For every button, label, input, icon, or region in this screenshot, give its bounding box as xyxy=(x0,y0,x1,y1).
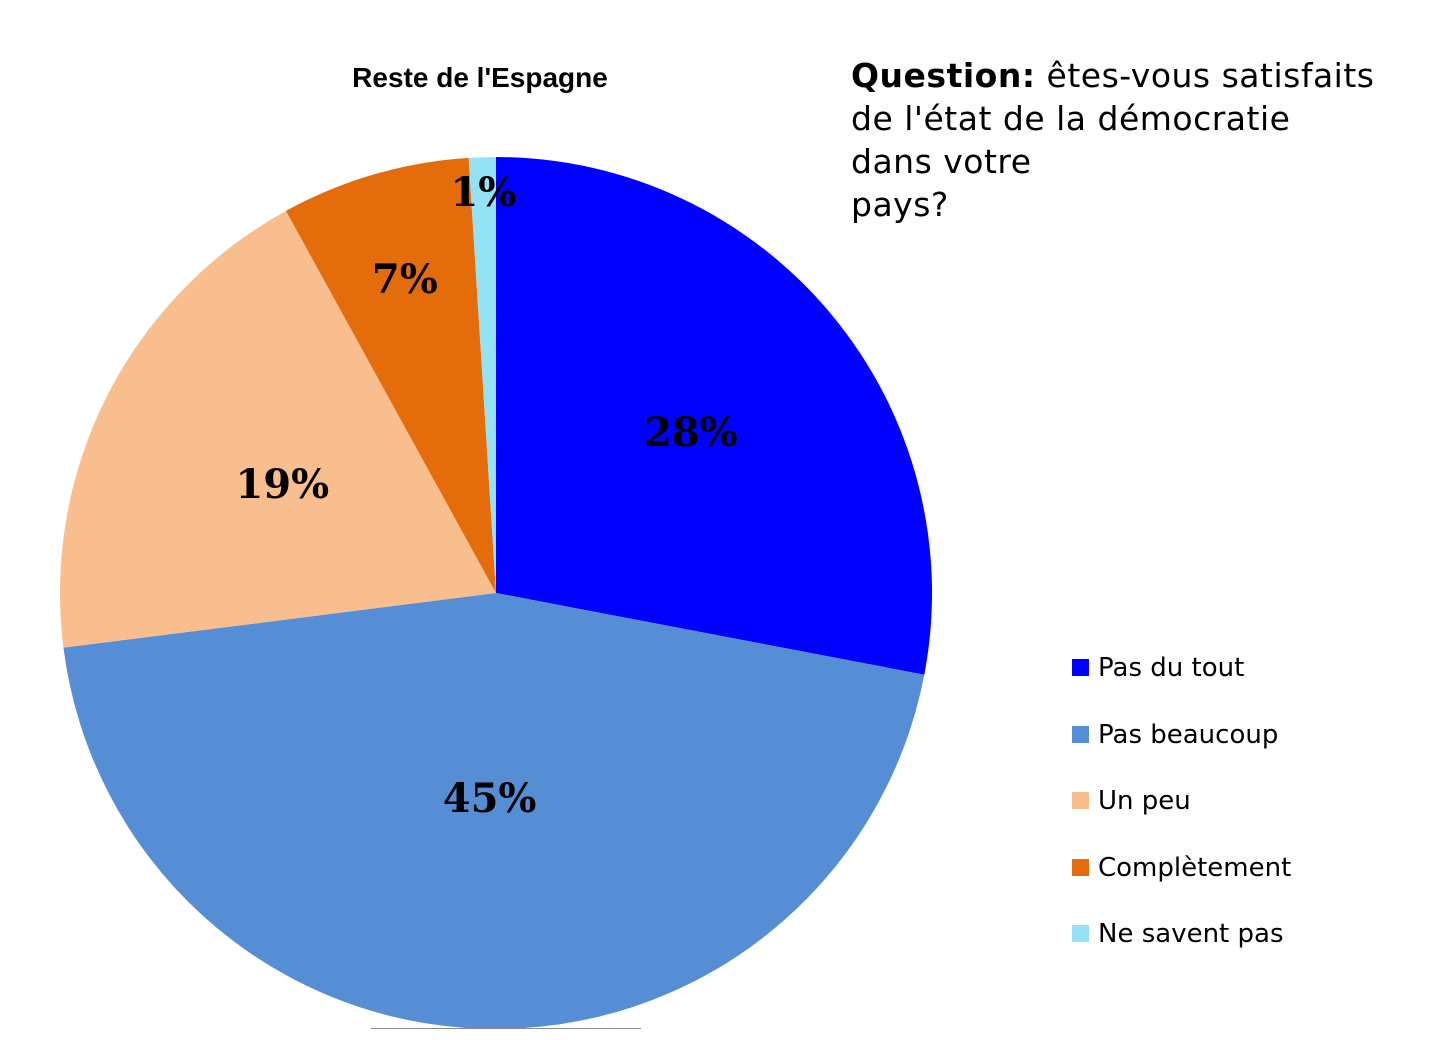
pie-slice-1 xyxy=(63,593,925,1030)
question-line-4: pays? xyxy=(851,185,949,224)
pie-data-label-0: 28% xyxy=(644,409,738,456)
legend-label-2: Un peu xyxy=(1098,786,1191,816)
legend-item-1: Pas beaucoup xyxy=(1072,717,1412,784)
legend-item-2: Un peu xyxy=(1072,783,1412,850)
legend: Pas du tout Pas beaucoup Un peu Complètemen… xyxy=(1072,650,1412,983)
legend-item-0: Pas du tout xyxy=(1072,650,1412,717)
legend-swatch-3 xyxy=(1072,858,1089,876)
pie-slice-0 xyxy=(496,157,933,675)
legend-swatch-2 xyxy=(1072,792,1089,809)
pie-data-label-2: 19% xyxy=(235,461,329,508)
legend-item-3: Complètement xyxy=(1072,850,1412,917)
legend-label-0: Pas du tout xyxy=(1098,653,1245,683)
pie-data-label-4: 1% xyxy=(450,169,516,216)
legend-swatch-0 xyxy=(1072,659,1089,676)
chart-title: Reste de l'Espagne xyxy=(352,62,608,93)
question-label: Question: xyxy=(851,56,1036,95)
pie-data-labels: 28% 45% 19% 7% 1% xyxy=(235,169,737,822)
legend-item-4: Ne savent pas xyxy=(1072,916,1412,983)
legend-label-4: Ne savent pas xyxy=(1098,919,1284,949)
pie-slices xyxy=(60,157,933,1030)
baseline-divider xyxy=(371,1028,641,1029)
question-line-1-text: êtes-vous satisfaits xyxy=(1046,56,1375,95)
question-line-3: dans votre xyxy=(851,142,1032,181)
pie-slice-3 xyxy=(285,157,496,594)
pie-slice-2 xyxy=(60,210,496,648)
legend-swatch-4 xyxy=(1072,925,1089,942)
legend-swatch-1 xyxy=(1072,725,1089,743)
legend-label-1: Pas beaucoup xyxy=(1098,719,1279,750)
pie-data-label-1: 45% xyxy=(443,775,537,822)
pie-data-label-3: 7% xyxy=(372,256,438,303)
question-text: Question: êtes-vous satisfaits de l'état… xyxy=(851,54,1411,226)
pie-slice-4 xyxy=(468,157,496,593)
question-line-2: de l'état de la démocratie xyxy=(851,99,1291,138)
question-line-1: Question: êtes-vous satisfaits xyxy=(851,54,1411,97)
legend-label-3: Complètement xyxy=(1098,852,1292,883)
